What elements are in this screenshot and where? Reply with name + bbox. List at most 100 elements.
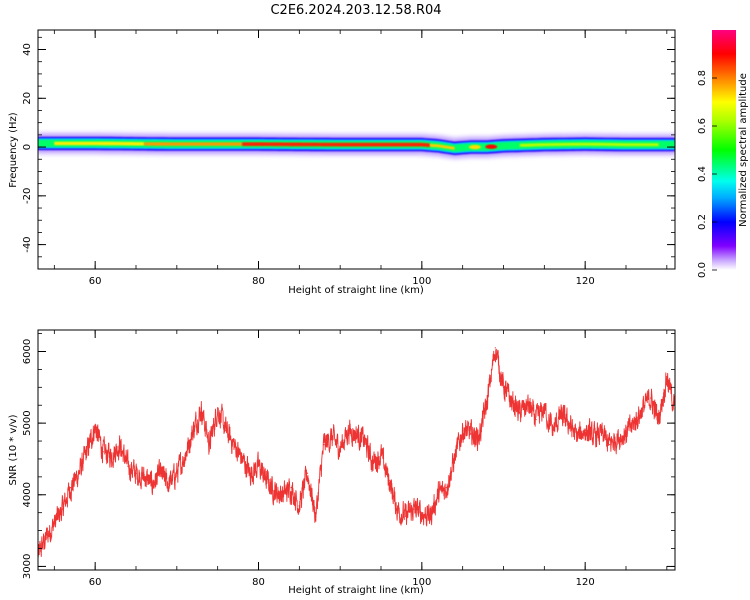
snr-data-point bbox=[127, 465, 129, 467]
colorbar-label: Normalized spectral amplitude bbox=[738, 73, 749, 227]
snr-data-point bbox=[486, 401, 488, 403]
snr-data-point bbox=[429, 515, 431, 517]
snr-x-axis-label: Height of straight line (km) bbox=[288, 585, 424, 596]
snr-data-point bbox=[584, 429, 586, 431]
snr-data-point bbox=[323, 444, 325, 446]
snr-data-point bbox=[560, 415, 562, 417]
colorbar-tick-label: 0.0 bbox=[697, 262, 708, 278]
y-tick-label: -20 bbox=[22, 188, 33, 204]
snr-data-point bbox=[208, 444, 211, 446]
spectrogram-hot-core-3 bbox=[430, 143, 455, 150]
snr-data-point bbox=[347, 429, 349, 431]
snr-data-point bbox=[282, 494, 284, 496]
snr-y-axis-label: SNR (10 * v/v) bbox=[8, 414, 19, 485]
snr-data-point bbox=[355, 433, 358, 435]
snr-data-point bbox=[168, 483, 170, 485]
figure-title: C2E6.2024.203.12.58.R04 bbox=[270, 3, 441, 18]
y-tick-label: 6000 bbox=[22, 339, 33, 364]
snr-data-point bbox=[143, 476, 145, 478]
snr-data-point bbox=[625, 433, 627, 435]
y-tick-label: 40 bbox=[22, 43, 33, 56]
colorbar-scale bbox=[712, 30, 736, 270]
colorbar-tick-label: 0.2 bbox=[697, 214, 708, 230]
x-tick-label: 120 bbox=[576, 276, 595, 287]
snr-background bbox=[38, 330, 675, 570]
snr-data-point bbox=[135, 472, 137, 474]
snr-data-point bbox=[159, 472, 162, 474]
snr-data-point bbox=[298, 504, 300, 507]
spectrogram-band bbox=[38, 131, 675, 161]
snr-data-point bbox=[53, 522, 55, 525]
snr-data-point bbox=[380, 454, 382, 456]
snr-data-point bbox=[470, 433, 472, 435]
spectrogram-hot-spot-1 bbox=[485, 144, 498, 149]
snr-data-point bbox=[86, 451, 88, 453]
snr-panel: 60 80 100 120 6000 5000 4000 3000 Height of st… bbox=[8, 329, 676, 596]
y-tick-label: 3000 bbox=[22, 554, 33, 579]
snr-data-point bbox=[110, 454, 113, 456]
snr-data-point bbox=[184, 454, 186, 456]
spectrogram-hot-core-2 bbox=[242, 142, 430, 148]
snr-data-point bbox=[233, 444, 235, 446]
snr-data-point bbox=[61, 508, 64, 510]
spectrogram-y-axis-label: Frequency (Hz) bbox=[8, 112, 19, 188]
snr-x-tick-labels: 60 80 100 120 bbox=[89, 577, 595, 588]
snr-data-point bbox=[641, 408, 643, 410]
snr-data-point bbox=[331, 436, 333, 439]
spectrogram-hot-spot-0 bbox=[468, 144, 481, 150]
snr-data-point bbox=[364, 440, 366, 442]
snr-data-point bbox=[45, 537, 47, 539]
x-tick-label: 120 bbox=[576, 577, 595, 588]
snr-data-point bbox=[70, 487, 72, 489]
snr-data-point bbox=[511, 401, 513, 403]
colorbar-tick-label: 0.8 bbox=[697, 70, 708, 86]
snr-ticks bbox=[38, 330, 675, 570]
snr-data-point bbox=[241, 458, 243, 460]
snr-data-point bbox=[257, 465, 260, 467]
x-tick-label: 60 bbox=[89, 577, 102, 588]
snr-data-point bbox=[462, 429, 464, 431]
snr-data-point bbox=[274, 490, 276, 492]
y-tick-label: 0 bbox=[22, 144, 33, 150]
snr-data-point bbox=[445, 487, 447, 489]
snr-data-point bbox=[388, 479, 390, 482]
spectrogram-ticks bbox=[38, 30, 675, 270]
colorbar: 0.0 0.2 0.4 0.6 0.8 Normalized spectral ampl… bbox=[697, 30, 749, 278]
snr-data-point bbox=[494, 347, 496, 349]
spectrogram-hot-core-4 bbox=[519, 142, 659, 147]
snr-y-tick-labels: 6000 5000 4000 3000 bbox=[22, 339, 33, 579]
snr-data-point bbox=[502, 386, 505, 388]
snr-data-point bbox=[217, 408, 219, 410]
colorbar-tick-label: 0.6 bbox=[697, 118, 708, 134]
snr-data-point bbox=[266, 479, 268, 482]
y-tick-label: -40 bbox=[22, 236, 33, 252]
x-tick-label: 100 bbox=[412, 276, 431, 287]
snr-data-point bbox=[478, 436, 480, 439]
snr-data-point bbox=[609, 444, 611, 446]
snr-data-point bbox=[633, 422, 635, 424]
snr-data-point bbox=[543, 408, 545, 410]
y-tick-label: 20 bbox=[22, 92, 33, 105]
snr-data-point bbox=[404, 515, 407, 517]
snr-data-point bbox=[658, 418, 660, 421]
snr-data-point bbox=[519, 411, 521, 413]
y-tick-label: 4000 bbox=[22, 482, 33, 507]
snr-data-point bbox=[649, 397, 652, 399]
snr-data-point bbox=[151, 483, 153, 485]
snr-data-point bbox=[617, 436, 619, 439]
snr-data-point bbox=[372, 461, 374, 464]
snr-data-point bbox=[176, 472, 178, 474]
snr-data-point bbox=[306, 472, 309, 474]
x-tick-label: 100 bbox=[412, 577, 431, 588]
snr-data-point bbox=[437, 494, 439, 496]
snr-data-point bbox=[421, 512, 423, 514]
snr-data-point bbox=[339, 447, 341, 449]
snr-data-point bbox=[413, 508, 415, 510]
snr-data-point bbox=[576, 436, 578, 439]
snr-data-point bbox=[551, 429, 554, 431]
spectrogram-y-tick-labels: 40 20 0 -20 -40 bbox=[22, 43, 33, 253]
snr-frame bbox=[37, 329, 676, 571]
spectrogram-frame bbox=[37, 29, 676, 270]
snr-data-point bbox=[315, 515, 317, 517]
